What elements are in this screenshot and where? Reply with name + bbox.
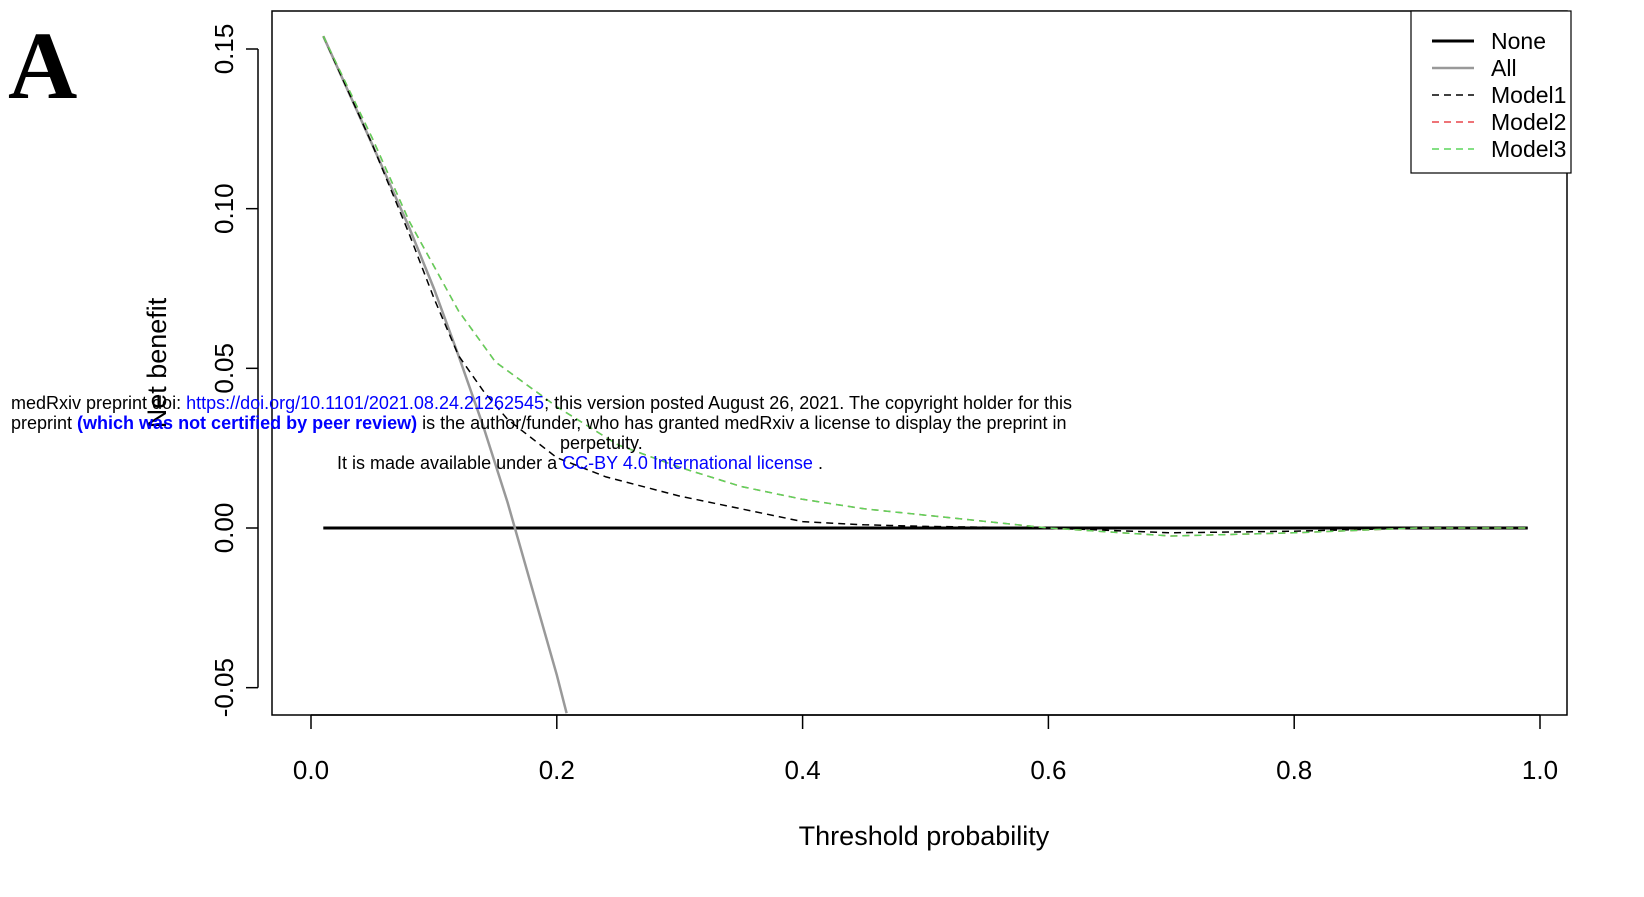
notice-line-4-prefix: It is made available under a — [337, 453, 563, 473]
notice-line-2-suffix: is the author/funder, who has granted me… — [417, 413, 1067, 433]
notice-line-2-prefix: preprint — [11, 413, 78, 433]
notice-line-4-suffix: . — [812, 453, 823, 473]
x-tick-label: 0.2 — [539, 755, 575, 785]
notice-line-2: preprint (which was not certified by pee… — [0, 413, 1225, 433]
x-tick-label: 0.6 — [1030, 755, 1066, 785]
preprint-notice: medRxiv preprint doi: https://doi.org/10… — [0, 393, 1225, 473]
series-line-model1 — [322, 35, 1528, 534]
notice-line-4: It is made available under a CC-BY 4.0 I… — [0, 453, 1225, 473]
notice-line-1-prefix: medRxiv preprint doi: — [11, 393, 187, 413]
legend-label-model1: Model1 — [1491, 82, 1566, 108]
legend-box — [1410, 10, 1572, 174]
series-layer — [322, 35, 1528, 714]
y-tick-label: 0.15 — [209, 24, 239, 75]
y-axis-label: Net benefit — [142, 297, 172, 428]
peer-review-link[interactable]: (which was not certified by peer review) — [77, 413, 418, 433]
license-link[interactable]: CC-BY 4.0 International license — [562, 453, 813, 473]
notice-line-1-suffix: ; this version posted August 26, 2021. T… — [544, 393, 1073, 413]
y-tick-label: 0.00 — [209, 503, 239, 554]
series-line-all — [322, 35, 568, 714]
legend-label-model3: Model3 — [1491, 136, 1566, 162]
y-tick-label: -0.05 — [209, 658, 239, 717]
plot-frame — [271, 10, 1568, 716]
x-tick-label: 0.8 — [1276, 755, 1312, 785]
x-tick-label: 1.0 — [1522, 755, 1558, 785]
panel-label: A — [8, 12, 78, 119]
x-tick-label: 0.4 — [785, 755, 821, 785]
x-axis-label: Threshold probability — [799, 821, 1050, 851]
legend-label-all: All — [1491, 55, 1517, 81]
y-tick-label: 0.05 — [209, 343, 239, 394]
notice-line-3: perpetuity. — [560, 433, 643, 453]
x-tick-label: 0.0 — [293, 755, 329, 785]
y-axis: -0.05 0.00 0.05 0.10 0.15 — [209, 24, 259, 717]
x-axis: 0.0 0.2 0.4 0.6 0.8 1.0 — [293, 714, 1558, 785]
y-tick-label: 0.10 — [209, 183, 239, 234]
doi-link[interactable]: https://doi.org/10.1101/2021.08.24.21262… — [186, 393, 545, 413]
legend-label-model2: Model2 — [1491, 109, 1566, 135]
series-line-model3 — [322, 35, 1528, 537]
notice-line-1: medRxiv preprint doi: https://doi.org/10… — [0, 393, 1225, 413]
legend-label-none: None — [1491, 28, 1546, 54]
